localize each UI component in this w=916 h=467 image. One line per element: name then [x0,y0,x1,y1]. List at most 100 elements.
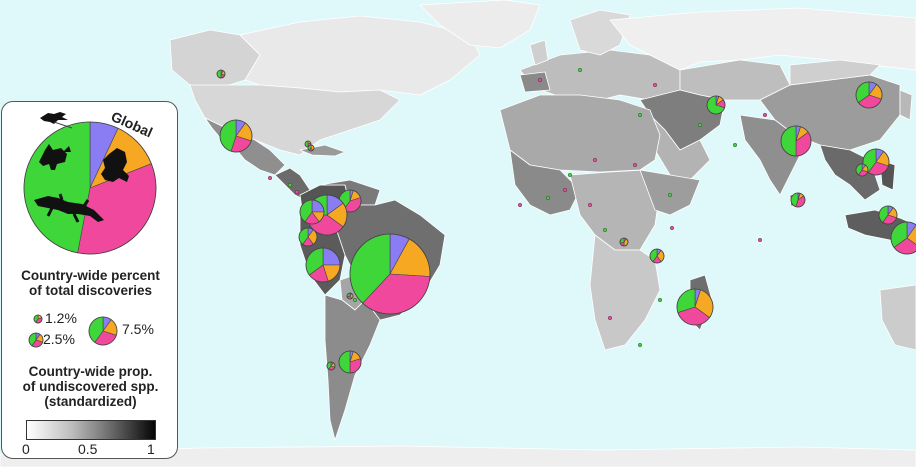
map-pie-16-outline [790,192,806,208]
map-pie-14-outline [878,205,898,225]
pie-markers [216,67,916,374]
map-pie-9 [676,288,714,326]
map-dot-marker [758,237,763,242]
map-dot-marker [763,112,768,117]
map-pie-4-outline [299,199,325,225]
map-pie-15-slice-mammal [906,225,916,245]
map-dot-marker [658,298,663,303]
country-japan [899,89,913,121]
map-pie-8-outline [338,350,362,374]
global-pie-chart-outline [23,121,157,255]
country-canada [239,15,481,96]
country-horn-of-africa [639,169,701,216]
map-pie-21 [326,361,336,371]
map-dot-marker [295,189,300,194]
map-pie-15 [890,221,916,255]
map-pie-22-outline [346,292,354,300]
map-dot-marker [608,316,613,321]
legend-title-line-2: of total discoveries [28,283,153,298]
map-pie-24 [307,144,315,152]
map-pie-18 [619,237,629,247]
gradient-tick-mid: 0.5 [78,441,98,457]
map-pie-12-outline [855,81,883,109]
size-pie-large [88,316,118,346]
map-dot-marker [668,192,673,197]
map-pie-1 [219,119,253,153]
map-dot-marker [653,82,658,87]
map-dot-marker [568,172,573,177]
map-dot-marker [670,225,675,230]
size-pie-large-outline [88,316,118,346]
map-pie-21-outline [326,361,336,371]
global-pie [23,121,157,255]
map-pie-15-outline [890,221,916,255]
map-dot-marker [518,202,523,207]
gradient-title-line-3: (standardized) [44,394,137,409]
lizard-icon [34,193,104,223]
country-greenland [419,0,541,49]
legend-panel: Global Country-wide percent of total dis… [1,101,178,459]
map-dot-marker [633,162,638,167]
legend-title: Country-wide percent of total discoverie… [2,268,179,298]
gradient-title-line-1: Country-wide prop. [28,364,153,379]
frog-icon [101,148,129,182]
map-pie-22 [346,292,354,300]
country-mongolia [789,59,881,86]
global-pie-chart [23,121,157,255]
map-pie-7 [349,233,431,315]
map-pie-18-outline [619,237,629,247]
map-pie-1-outline [219,119,253,153]
country-southern-africa [589,234,661,351]
map-pie-4 [299,199,325,225]
map-pie-16 [790,192,806,208]
map-pie-9-outline [676,288,714,326]
size-label-large: 7.5% [122,321,154,337]
map-pie-23-outline [855,163,869,177]
country-antarctica [0,445,916,467]
map-dot-marker [593,157,598,162]
map-dot-marker [546,195,551,200]
map-dot-marker [603,227,608,232]
map-pie-23 [855,163,869,177]
map-pie-11-outline [780,125,812,157]
gradient-tick-min: 0 [22,441,30,457]
size-pie-small [33,314,43,324]
legend-graphics: Global [23,108,157,348]
size-label-small: 1.2% [45,310,77,326]
map-pie-13-outline [862,148,890,176]
map-dot-marker [638,112,643,117]
map-pie-10 [706,95,726,115]
legend-title-line-1: Country-wide percent [21,268,160,283]
country-central-africa [569,169,661,251]
map-dot-marker [538,77,543,82]
country-uk [529,39,549,66]
country-west-africa [509,149,581,216]
map-pie-24-outline [307,144,315,152]
map-pie-8 [338,350,362,374]
map-pie-5 [298,227,318,247]
map-pie-11 [780,125,812,157]
size-label-medium: 2.5% [43,331,75,347]
map-pie-6-outline [305,247,341,283]
size-pie-small-outline [33,314,43,324]
gradient-bar [26,420,156,440]
country-australia [879,284,916,351]
country-arabia [649,114,711,181]
map-dot-marker [578,67,583,72]
map-pie-19 [216,69,226,79]
gradient-title: Country-wide prop. of undiscovered spp. … [2,364,179,409]
map-pie-10-outline [706,95,726,115]
map-pie-6 [305,247,341,283]
map-dot-marker [733,142,738,147]
map-pie-19-outline [216,69,226,79]
map-dot-marker [588,202,593,207]
map-dot-marker [638,343,643,348]
bird-icon [40,112,73,129]
map-pie-17-outline [649,248,665,264]
country-russia [609,7,916,71]
global-pie-chart-slice-reptile [23,121,91,254]
map-pie-5-outline [298,227,318,247]
size-legend-pies [28,314,118,348]
